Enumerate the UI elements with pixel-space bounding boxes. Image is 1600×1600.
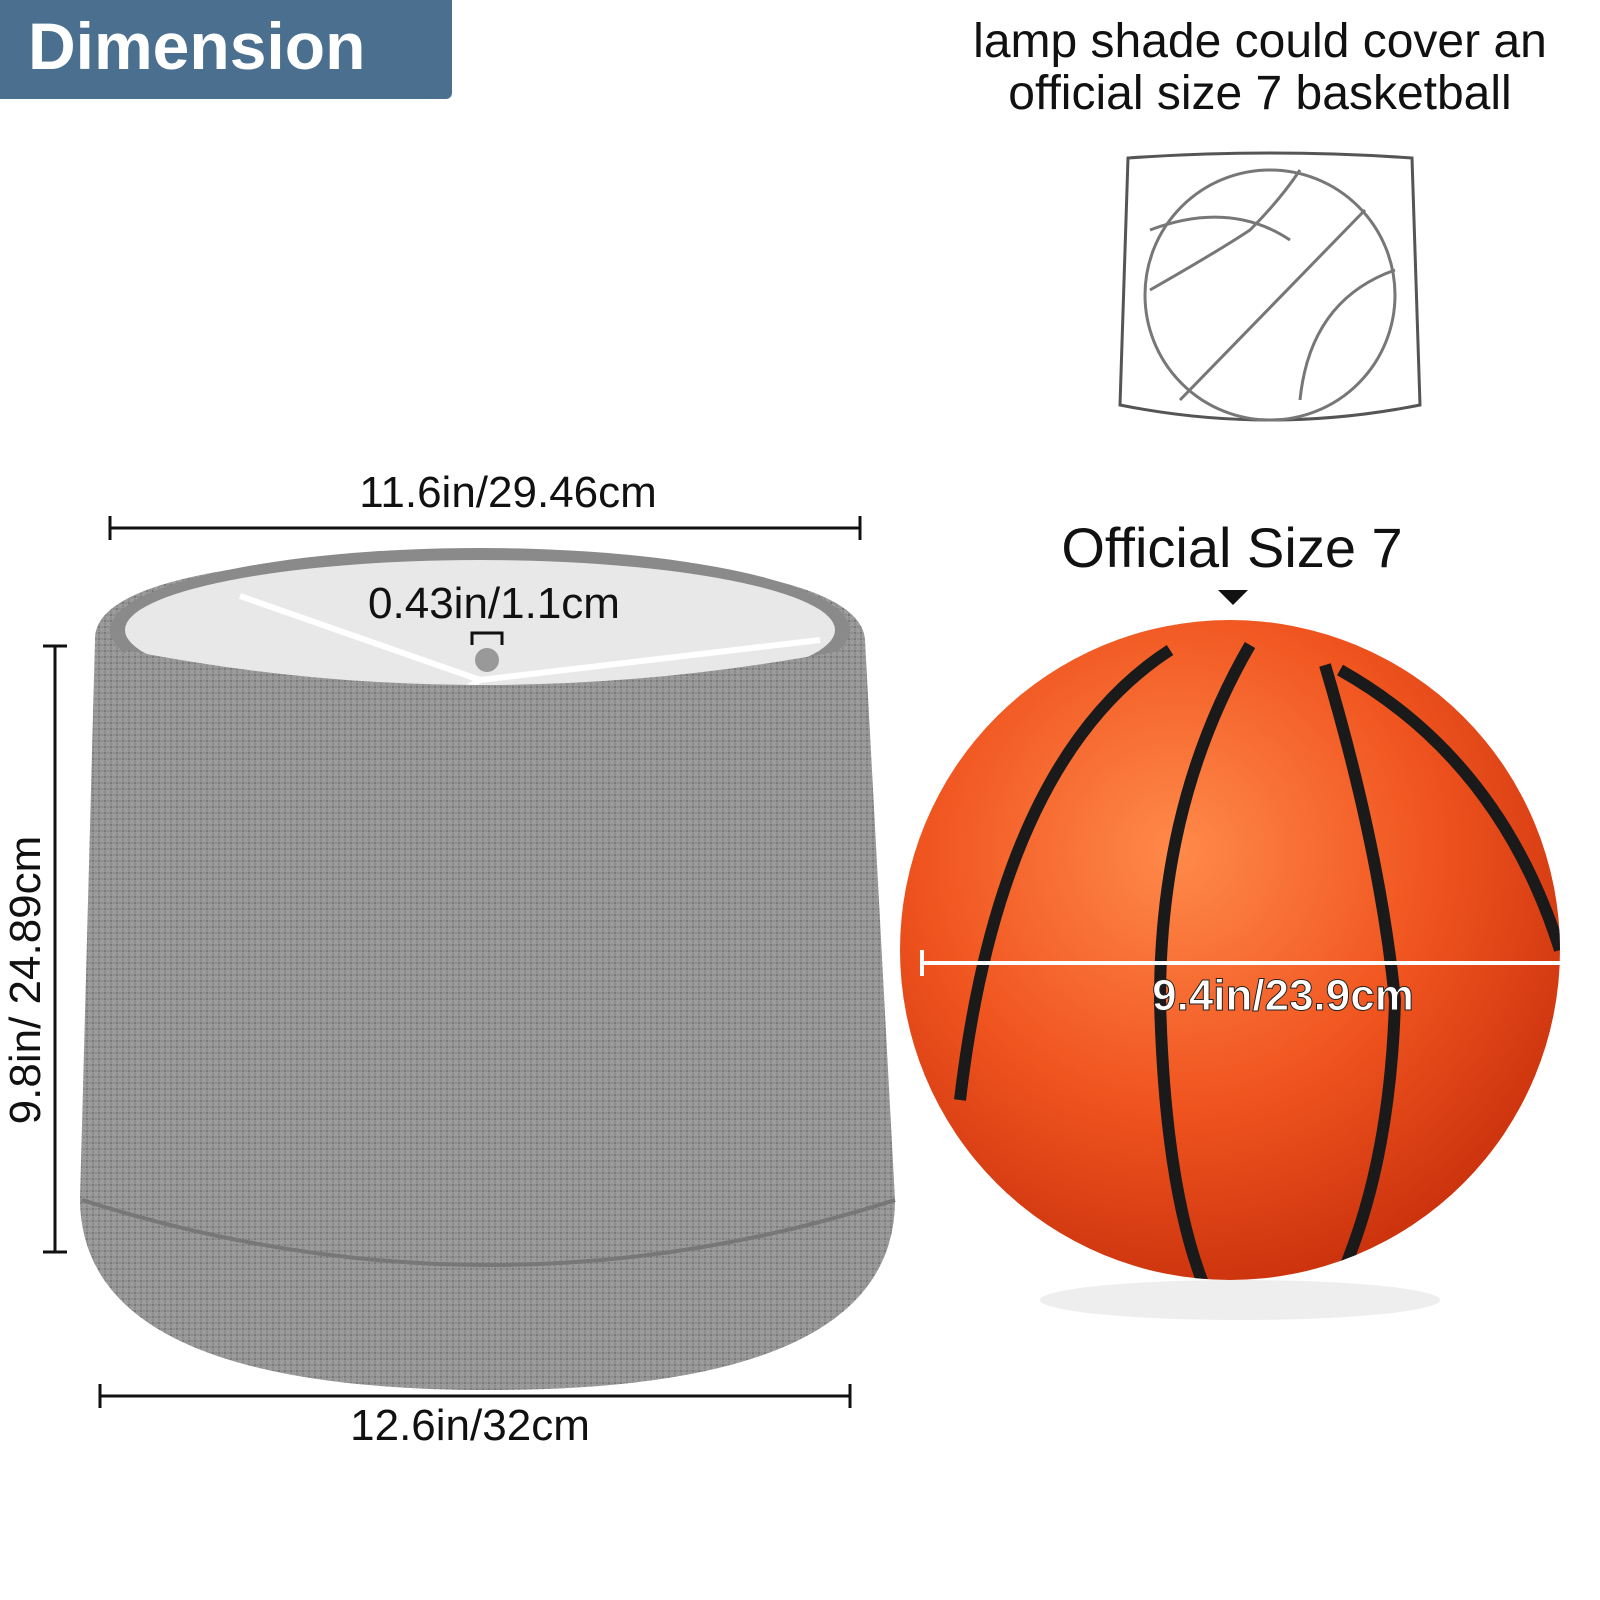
badge-title: Dimension (28, 9, 366, 83)
basketball-image (900, 620, 1560, 1320)
top-diameter-label: 11.6in/29.46cm (359, 468, 657, 517)
height-label: 9.8in/ 24.89cm (1, 836, 50, 1125)
dimension-badge: Dimension (0, 0, 452, 99)
fitter-height-label: 0.43in/1.1cm (368, 579, 620, 628)
caption-text: lamp shade could cover an official size … (973, 15, 1547, 120)
shade-outline-icon (1118, 151, 1422, 422)
bottom-diameter-label: 12.6in/32cm (350, 1401, 590, 1450)
ball-diameter-label: 9.4in/23.9cm (1152, 971, 1414, 1020)
arrow-down-icon (1218, 590, 1248, 605)
lampshade-image (80, 548, 896, 1390)
ball-dimension-line (920, 950, 1586, 976)
dimension-lines (43, 516, 862, 1408)
official-size-label: Official Size 7 (1061, 516, 1402, 579)
